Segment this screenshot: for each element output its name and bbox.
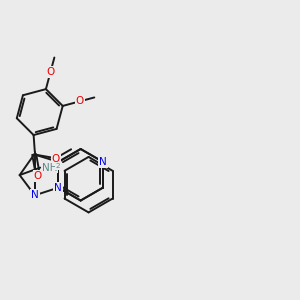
Text: O: O	[34, 171, 42, 181]
Text: O: O	[76, 96, 84, 106]
Text: N: N	[31, 190, 39, 200]
Text: N: N	[99, 157, 107, 167]
Text: N: N	[55, 183, 62, 193]
Text: NH: NH	[42, 163, 58, 172]
Text: O: O	[46, 67, 55, 77]
Text: O: O	[52, 154, 60, 164]
Text: 2: 2	[55, 163, 60, 169]
